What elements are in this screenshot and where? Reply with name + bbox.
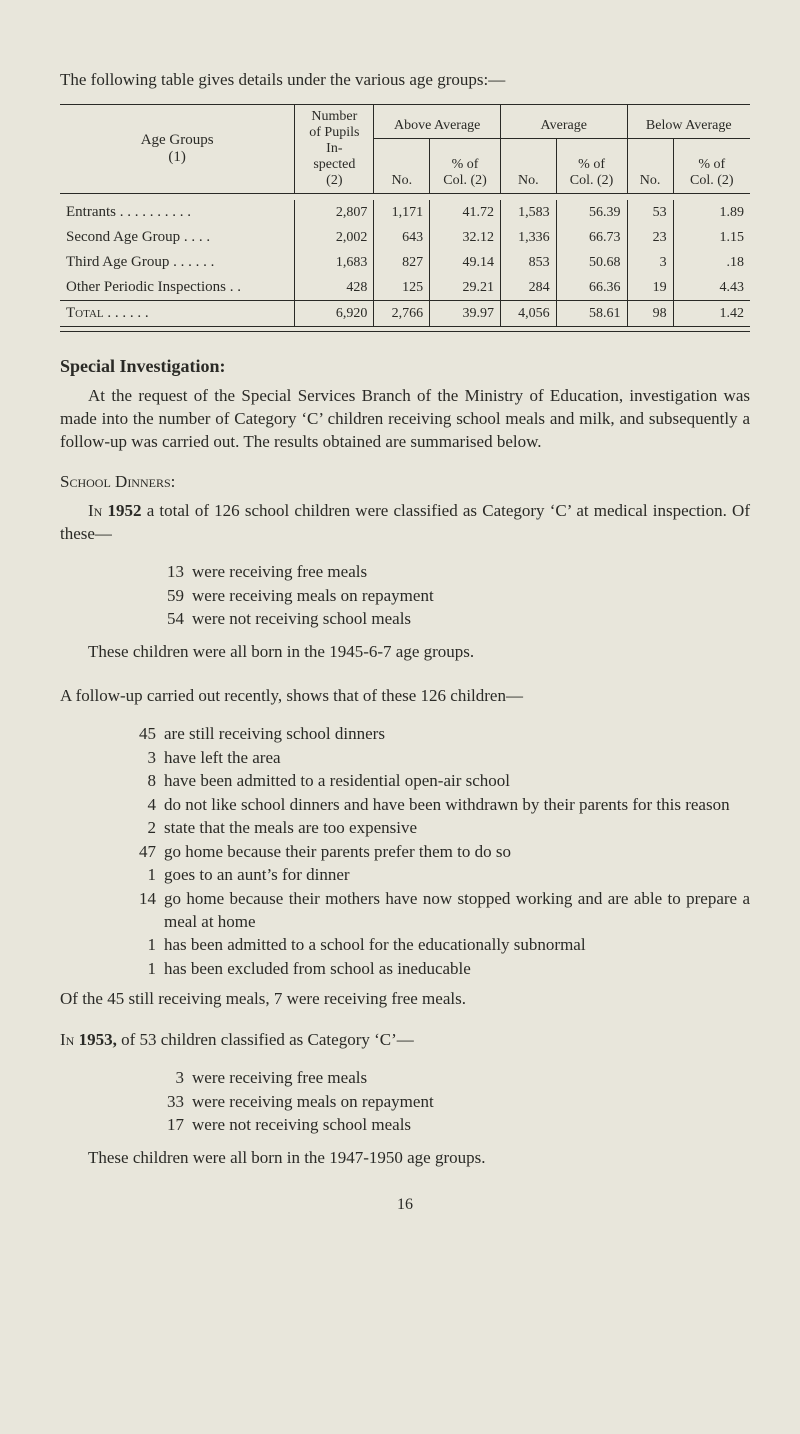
list-item: 33were receiving meals on repayment — [156, 1090, 750, 1113]
table-total-row: Total . . . . . . 6,920 2,766 39.97 4,05… — [60, 301, 750, 327]
cell: 2,807 — [295, 200, 374, 225]
th-avg-no: No. — [500, 138, 556, 194]
age-groups-table: Age Groups (1) Number of Pupils In- spec… — [60, 104, 750, 332]
th-col1-sub: (1) — [66, 149, 288, 166]
list-item: 13were receiving free meals — [156, 560, 750, 583]
th-avg-pct2: Col. (2) — [570, 173, 614, 188]
cell: 53 — [627, 200, 673, 225]
table-row: Second Age Group . . . . 2,002 643 32.12… — [60, 225, 750, 250]
th-num-l4: spected — [313, 157, 355, 172]
list-item: 47go home because their parents prefer t… — [128, 840, 750, 863]
cell: 66.73 — [556, 225, 627, 250]
cell: 41.72 — [430, 200, 501, 225]
followup-intro: A follow-up carried out recently, shows … — [60, 685, 750, 708]
page: The following table gives details under … — [0, 0, 800, 1254]
cell: 1,583 — [500, 200, 556, 225]
in-1953-para: In 1953, of 53 children classified as Ca… — [60, 1029, 750, 1052]
th-above-pct1: % of — [452, 157, 479, 172]
in-1952-para: In 1952 a total of 126 school children w… — [60, 500, 750, 546]
list-1953: 3were receiving free meals 33were receiv… — [156, 1066, 750, 1136]
list-item: 4do not like school dinners and have bee… — [128, 793, 750, 816]
special-para: At the request of the Special Services B… — [60, 385, 750, 454]
th-avg-pct1: % of — [578, 157, 605, 172]
th-below: Below Average — [627, 105, 750, 139]
table-row: Entrants . . . . . . . . . . 2,807 1,171… — [60, 200, 750, 225]
cell: 49.14 — [430, 250, 501, 275]
cell: 50.68 — [556, 250, 627, 275]
total-label: Total . . . . . . — [66, 305, 149, 321]
list-item: 2state that the meals are too expensive — [128, 816, 750, 839]
followup-list: 45are still receiving school dinners 3ha… — [128, 722, 750, 980]
row-label: Third Age Group . . . . . . — [60, 250, 295, 275]
list-item: 17were not receiving school meals — [156, 1113, 750, 1136]
of-45-line: Of the 45 still receiving meals, 7 were … — [60, 988, 750, 1011]
cell: 284 — [500, 275, 556, 301]
school-dinners-heading: School Dinners: — [60, 472, 750, 492]
cell: 29.21 — [430, 275, 501, 301]
th-below-no: No. — [627, 138, 673, 194]
th-num-l1: Number — [311, 109, 357, 124]
list-item: 3were receiving free meals — [156, 1066, 750, 1089]
th-num-l5: (2) — [326, 173, 342, 188]
cell: 32.12 — [430, 225, 501, 250]
page-number: 16 — [60, 1196, 750, 1214]
cell: 56.39 — [556, 200, 627, 225]
th-above-pct2: Col. (2) — [443, 173, 487, 188]
cell: 4.43 — [673, 275, 750, 301]
cell: 6,920 — [295, 301, 374, 327]
cell: 1,336 — [500, 225, 556, 250]
cell: 98 — [627, 301, 673, 327]
cell: 125 — [374, 275, 430, 301]
th-above: Above Average — [374, 105, 501, 139]
cell: .18 — [673, 250, 750, 275]
list-item: 1has been admitted to a school for the e… — [128, 933, 750, 956]
cell: 3 — [627, 250, 673, 275]
cell: 853 — [500, 250, 556, 275]
born-1952: These children were all born in the 1945… — [60, 641, 750, 664]
row-label: Second Age Group . . . . — [60, 225, 295, 250]
cell: 23 — [627, 225, 673, 250]
cell: 1.42 — [673, 301, 750, 327]
cell: 1,171 — [374, 200, 430, 225]
cell: 1.15 — [673, 225, 750, 250]
cell: 2,766 — [374, 301, 430, 327]
th-above-no: No. — [374, 138, 430, 194]
list-1952: 13were receiving free meals 59were recei… — [156, 560, 750, 630]
cell: 1,683 — [295, 250, 374, 275]
th-below-pct2: Col. (2) — [690, 173, 734, 188]
cell: 2,002 — [295, 225, 374, 250]
cell: 58.61 — [556, 301, 627, 327]
list-item: 1goes to an aunt’s for dinner — [128, 863, 750, 886]
cell: 428 — [295, 275, 374, 301]
cell: 19 — [627, 275, 673, 301]
list-item: 45are still receiving school dinners — [128, 722, 750, 745]
born-1953: These children were all born in the 1947… — [60, 1147, 750, 1170]
table-row: Other Periodic Inspections . . 428 125 2… — [60, 275, 750, 301]
list-item: 8have been admitted to a residential ope… — [128, 769, 750, 792]
th-average: Average — [500, 105, 627, 139]
th-age-groups: Age Groups — [66, 132, 288, 149]
list-item: 14go home because their mothers have now… — [128, 887, 750, 934]
row-label: Entrants . . . . . . . . . . — [60, 200, 295, 225]
cell: 643 — [374, 225, 430, 250]
list-item: 1has been excluded from school as ineduc… — [128, 957, 750, 980]
list-item: 3have left the area — [128, 746, 750, 769]
cell: 66.36 — [556, 275, 627, 301]
th-below-pct1: % of — [698, 157, 725, 172]
intro-line: The following table gives details under … — [60, 70, 750, 90]
th-num-l2: of Pupils — [309, 125, 359, 140]
special-heading: Special Investigation: — [60, 356, 750, 377]
list-item: 54were not receiving school meals — [156, 607, 750, 630]
cell: 39.97 — [430, 301, 501, 327]
cell: 827 — [374, 250, 430, 275]
th-num-l3: In- — [326, 141, 342, 156]
list-item: 59were receiving meals on repayment — [156, 584, 750, 607]
cell: 4,056 — [500, 301, 556, 327]
table-row: Third Age Group . . . . . . 1,683 827 49… — [60, 250, 750, 275]
cell: 1.89 — [673, 200, 750, 225]
row-label: Other Periodic Inspections . . — [60, 275, 295, 301]
